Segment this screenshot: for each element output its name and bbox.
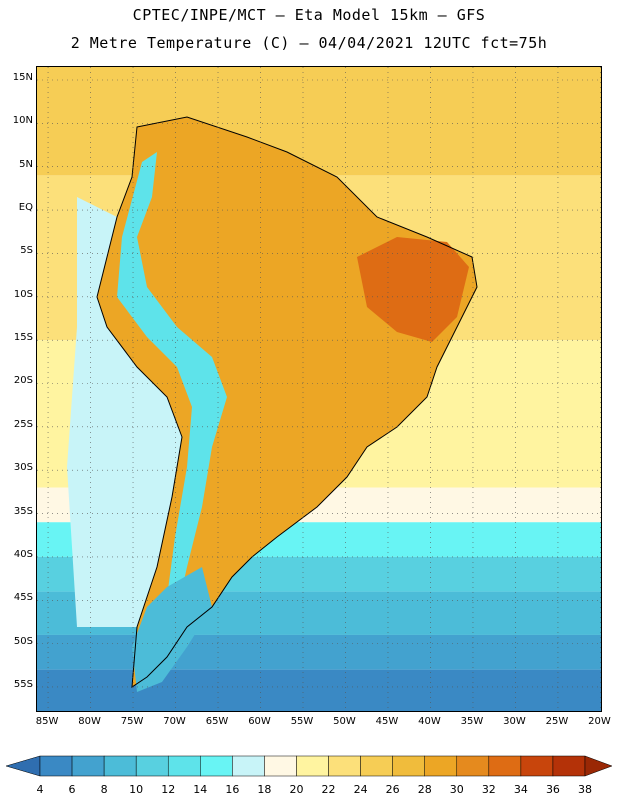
ocean-band bbox=[37, 669, 601, 711]
map-subtitle: 2 Metre Temperature (C) – 04/04/2021 12U… bbox=[70, 34, 548, 52]
lat-tick-label: 45S bbox=[13, 592, 33, 604]
lon-tick-label: 75W bbox=[120, 716, 144, 727]
lat-tick-label: 25S bbox=[13, 418, 33, 430]
lon-tick-label: 70W bbox=[163, 716, 186, 727]
colorbar-swatch bbox=[232, 755, 265, 777]
lon-tick-label: 20W bbox=[588, 716, 611, 727]
lat-tick-label: 5S bbox=[20, 245, 33, 257]
lat-tick-label: 5N bbox=[19, 158, 33, 170]
colorbar-swatch bbox=[135, 755, 169, 777]
map-frame bbox=[36, 66, 602, 712]
colorbar-tick-label: 10 bbox=[129, 783, 144, 796]
colorbar-low-arrow bbox=[5, 755, 41, 777]
colorbar-swatch bbox=[167, 755, 201, 777]
patagonia-cold-region bbox=[132, 567, 212, 692]
colorbar-tick-label: 12 bbox=[161, 783, 176, 796]
temperature-colorbar bbox=[5, 755, 613, 777]
lat-tick-label: 35S bbox=[13, 505, 33, 517]
lon-tick-label: 35W bbox=[460, 716, 484, 727]
colorbar-tick-label: 8 bbox=[100, 783, 108, 796]
colorbar-swatch bbox=[296, 755, 329, 777]
lat-tick-label: 50S bbox=[13, 635, 33, 647]
lat-tick-label: 20S bbox=[13, 375, 33, 387]
lon-tick-label: 30W bbox=[503, 716, 526, 727]
colorbar-tick-label: 16 bbox=[225, 783, 240, 796]
colorbar-swatch bbox=[328, 755, 361, 777]
colorbar-tick-label: 36 bbox=[545, 783, 560, 796]
lat-tick-label: 30S bbox=[13, 462, 33, 474]
lon-tick-label: 85W bbox=[35, 716, 59, 727]
lon-tick-label: 80W bbox=[78, 716, 101, 727]
colorbar-tick-label: 30 bbox=[449, 783, 464, 796]
colorbar-tick-label: 14 bbox=[193, 783, 208, 796]
colorbar-swatch bbox=[520, 755, 554, 777]
coastline bbox=[96, 116, 478, 688]
colorbar-swatch bbox=[392, 755, 425, 777]
colorbar-tick-label: 6 bbox=[68, 783, 76, 796]
colorbar-tick-label: 26 bbox=[385, 783, 400, 796]
colorbar-swatch bbox=[200, 755, 233, 777]
colorbar-swatch bbox=[360, 755, 393, 777]
colorbar-swatch bbox=[456, 755, 490, 777]
temperature-map bbox=[37, 67, 601, 711]
lon-tick-label: 40W bbox=[418, 716, 441, 727]
lon-tick-label: 65W bbox=[205, 716, 229, 727]
colorbar-swatch bbox=[264, 755, 297, 777]
colorbar-tick-label: 18 bbox=[257, 783, 272, 796]
colorbar-swatch bbox=[39, 755, 73, 777]
lat-tick-label: 10S bbox=[13, 288, 33, 300]
colorbar-tick-label: 24 bbox=[353, 783, 368, 796]
lat-tick-label: 40S bbox=[13, 548, 33, 560]
lon-tick-label: 45W bbox=[375, 716, 399, 727]
pacific-coastal-band bbox=[67, 197, 187, 627]
lon-tick-label: 60W bbox=[248, 716, 271, 727]
lon-tick-label: 50W bbox=[333, 716, 356, 727]
colorbar-tick-label: 20 bbox=[289, 783, 304, 796]
colorbar-swatch bbox=[103, 755, 137, 777]
andes-cold-band bbox=[117, 152, 227, 612]
ocean-band bbox=[37, 634, 601, 670]
colorbar-swatch bbox=[424, 755, 458, 777]
colorbar-tick-label: 38 bbox=[578, 783, 592, 796]
colorbar-swatch bbox=[488, 755, 522, 777]
colorbar-high-arrow bbox=[584, 755, 613, 777]
lon-tick-label: 25W bbox=[545, 716, 569, 727]
map-title: CPTEC/INPE/MCT – Eta Model 15km – GFS bbox=[132, 6, 486, 24]
colorbar-swatch bbox=[71, 755, 105, 777]
colorbar-tick-label: 4 bbox=[36, 783, 44, 796]
lat-tick-label: EQ bbox=[18, 202, 33, 214]
ocean-band bbox=[37, 67, 601, 176]
lat-tick-label: 15N bbox=[12, 72, 33, 83]
lat-tick-label: 10N bbox=[12, 115, 33, 127]
lat-tick-label: 55S bbox=[13, 678, 33, 690]
colorbar-tick-label: 28 bbox=[417, 783, 432, 796]
colorbar-swatch bbox=[552, 755, 586, 777]
lat-tick-label: 15S bbox=[13, 332, 33, 344]
colorbar-tick-label: 22 bbox=[321, 783, 336, 796]
colorbar-tick-label: 34 bbox=[513, 783, 528, 796]
colorbar-tick-label: 32 bbox=[481, 783, 496, 796]
lon-tick-label: 55W bbox=[290, 716, 314, 727]
hot-region-northeast-brazil bbox=[357, 237, 469, 342]
